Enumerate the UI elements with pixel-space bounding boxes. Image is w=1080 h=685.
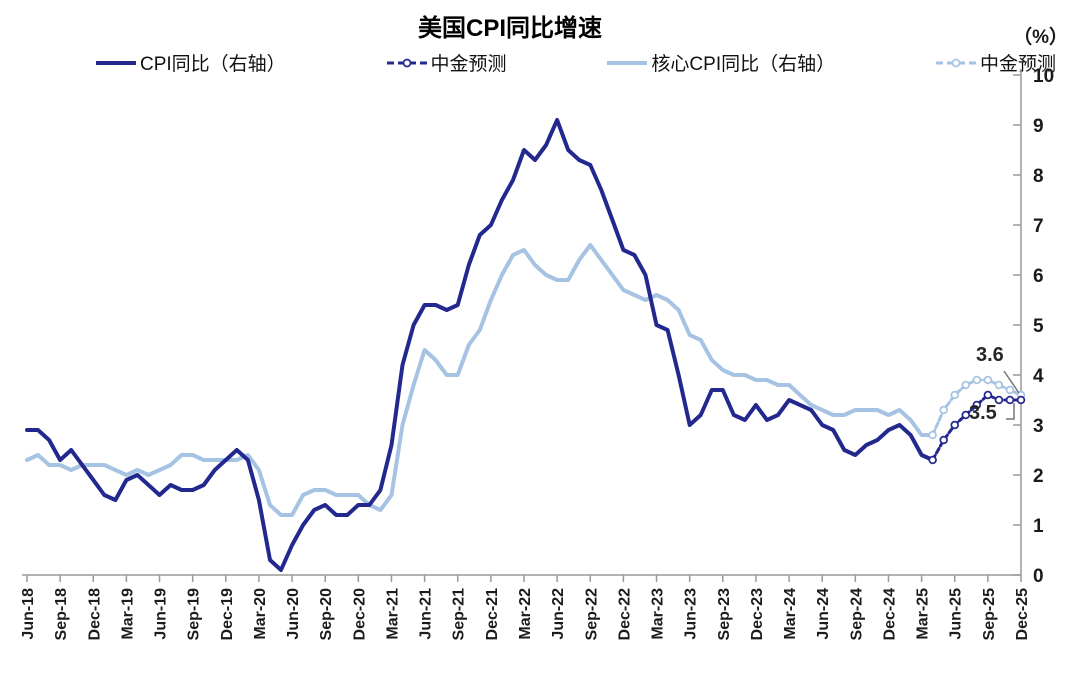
x-tick-label: Dec-18: [86, 588, 103, 641]
forecast-marker: [961, 380, 971, 390]
forecast-marker: [1016, 395, 1026, 405]
forecast-marker: [972, 375, 982, 385]
x-tick-label: Sep-21: [451, 588, 468, 641]
forecast-marker: [939, 435, 948, 445]
legend-forecast-swatch: [935, 58, 976, 67]
forecast-marker: [994, 380, 1004, 390]
x-tick-label: Mar-19: [119, 588, 136, 640]
legend-label: CPI同比（右轴）: [140, 54, 286, 75]
x-tick-label: Dec-24: [881, 588, 898, 641]
series-line: [25, 243, 935, 517]
legend: CPI同比（右轴） 中金预测 核心CPI同比（右轴） 中金预测: [95, 49, 1056, 76]
forecast-marker: [1005, 385, 1015, 395]
legend-label: 中金预测: [430, 54, 507, 75]
x-tick-label: Jun-19: [153, 588, 170, 640]
x-tick-label: Mar-23: [650, 588, 667, 640]
y-axis-unit-label: （%）: [1013, 27, 1068, 48]
x-tick-label: Dec-19: [219, 588, 236, 641]
forecast-marker: [983, 390, 993, 400]
forecast-marker: [1005, 395, 1015, 405]
legend-line-swatch: [96, 60, 136, 65]
legend-item-1: 中金预测: [386, 49, 507, 76]
x-tick-label: Mar-24: [782, 588, 799, 640]
y-tick-label: 2: [1033, 466, 1044, 487]
x-tick-label: Sep-20: [318, 588, 335, 641]
x-tick-label: Jun-24: [815, 588, 832, 640]
x-tick-label: Mar-21: [384, 588, 401, 640]
forecast-marker: [994, 395, 1004, 405]
forecast-marker: [950, 390, 959, 400]
x-tick-label: Dec-23: [749, 588, 766, 641]
y-tick-label: 9: [1033, 116, 1044, 137]
legend-line-swatch: [607, 60, 648, 65]
annotation-bracket-line: [1006, 403, 1015, 420]
x-tick-label: Dec-22: [616, 588, 633, 641]
annotation-cpi-end-value: 3.5: [969, 402, 997, 424]
y-tick-label: 7: [1033, 216, 1044, 237]
x-tick-label: Sep-22: [583, 588, 600, 641]
forecast-marker: [950, 420, 959, 430]
forecast-marker: [983, 375, 993, 385]
x-tick-label: Jun-18: [20, 588, 37, 640]
legend-forecast-swatch: [386, 58, 427, 67]
y-tick-label: 4: [1033, 366, 1044, 387]
annotation-core-end-value: 3.6: [976, 344, 1004, 366]
y-tick-label: 5: [1033, 316, 1044, 337]
y-tick-label: 8: [1033, 166, 1044, 187]
legend-item-3: 中金预测: [935, 49, 1056, 76]
y-tick-label: 10: [1033, 66, 1054, 87]
y-tick-label: 1: [1033, 516, 1044, 537]
forecast-marker: [928, 455, 937, 465]
forecast-marker: [928, 430, 937, 440]
x-tick-label: Mar-22: [517, 588, 534, 640]
x-tick-label: Jun-21: [418, 588, 435, 640]
x-tick-label: Sep-25: [981, 588, 998, 641]
y-tick-label: 3: [1033, 416, 1044, 437]
x-tick-label: Sep-24: [848, 588, 865, 641]
forecast-marker: [961, 410, 971, 420]
x-tick-label: Sep-23: [716, 588, 733, 641]
x-tick-label: Sep-18: [53, 588, 70, 641]
annotation-leader-line: [1003, 370, 1020, 394]
x-tick-label: Dec-25: [1014, 588, 1031, 641]
chart-title: 美国CPI同比增速: [417, 15, 602, 42]
x-tick-label: Sep-19: [186, 588, 203, 641]
legend-item-2: 核心CPI同比（右轴）: [606, 49, 835, 76]
x-tick-label: Dec-21: [484, 588, 501, 641]
legend-label: 中金预测: [979, 54, 1056, 75]
x-tick-label: Mar-20: [252, 588, 269, 640]
x-tick-label: Dec-20: [351, 588, 368, 641]
x-tick-label: Mar-25: [915, 588, 932, 640]
legend-label: 核心CPI同比（右轴）: [651, 54, 836, 75]
x-tick-label: Jun-23: [683, 588, 700, 640]
legend-item-0: CPI同比（右轴）: [95, 49, 286, 76]
x-tick-label: Jun-22: [550, 588, 567, 640]
forecast-marker: [972, 400, 982, 410]
x-tick-label: Jun-25: [948, 588, 965, 640]
series-line: [25, 118, 935, 572]
y-tick-label: 6: [1033, 266, 1044, 287]
x-tick-label: Jun-20: [285, 588, 302, 640]
y-tick-label: 0: [1033, 566, 1044, 587]
forecast-marker: [939, 405, 948, 415]
